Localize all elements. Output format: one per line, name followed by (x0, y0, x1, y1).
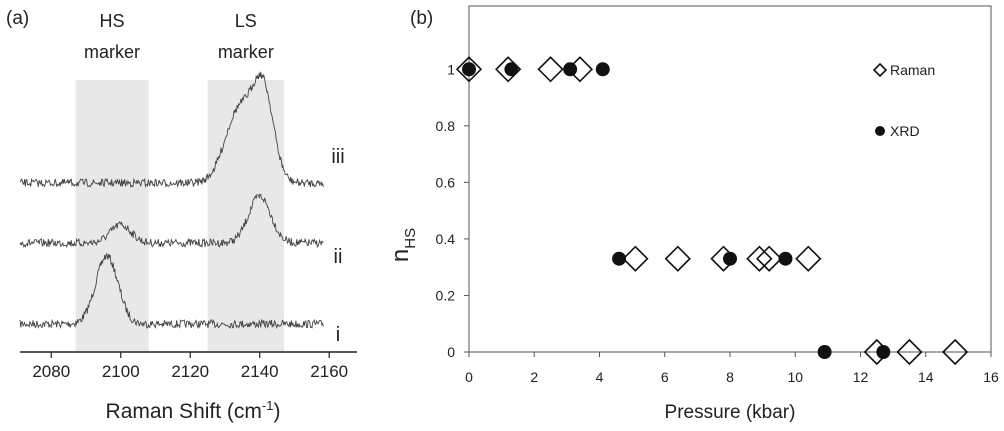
legend-xrd-label: XRD (890, 123, 920, 139)
x-tick-label: 2120 (171, 362, 209, 381)
x-tick-label: 2100 (102, 362, 140, 381)
x-axis-title: Pressure (kbar) (665, 402, 796, 423)
y-tick-label: 0.4 (436, 231, 456, 247)
x-tick-label: 0 (465, 369, 473, 385)
x-tick-label: 10 (787, 369, 803, 385)
x-tick-label: 2080 (32, 362, 70, 381)
raman-point (896, 338, 923, 366)
x-tick-label: 2160 (310, 362, 348, 381)
raman-point (622, 245, 649, 272)
xrd-point (778, 251, 793, 266)
xrd-point (462, 62, 476, 77)
marker-region-1: LS marker (207, 11, 285, 352)
legend: Raman XRD (872, 62, 935, 139)
x-tick-label: 16 (983, 369, 999, 385)
x-tick-label: 12 (853, 369, 869, 385)
axis-ticks: 0 2 4 6 8 10 12 14 16 0 0.2 0.4 0.6 0.8 1 (436, 61, 999, 385)
marker-label-line2: marker (84, 42, 140, 62)
xrd-point (876, 345, 891, 359)
raman-point (795, 245, 822, 272)
raman-point (756, 245, 783, 272)
x-tick-label: 14 (918, 369, 934, 385)
x-axis-title: Raman Shift (cm-1) (106, 398, 281, 423)
spectrum-label-iii: iii (331, 146, 344, 168)
x-tick-label: 6 (661, 369, 669, 385)
xrd-point (723, 251, 737, 266)
xrd-point (612, 251, 627, 266)
y-tick-label: 0 (447, 344, 455, 360)
y-tick-label: 0.8 (436, 118, 456, 134)
raman-point (455, 56, 483, 83)
xrd-point (563, 62, 578, 77)
xrd-point (504, 62, 519, 77)
legend-entry-xrd: XRD (875, 123, 920, 139)
marker-label-line1: HS (100, 11, 125, 31)
y-axis-title: nHS (387, 228, 419, 262)
spectrum-i (19, 252, 324, 330)
panel-b-scatter: (b) 0 2 4 6 8 10 12 14 16 0 0.2 0.4 0.6 0.8 1 Raman XRD… (387, 5, 999, 423)
raman-point (537, 56, 564, 83)
spectrum-ii (19, 193, 324, 249)
spectrum-label-i: i (336, 324, 340, 346)
x-tick-label: 4 (596, 369, 604, 385)
xrd-point (817, 345, 832, 359)
y-tick-label: 0.6 (436, 174, 456, 190)
legend-entry-raman: Raman (872, 62, 935, 78)
raman-point (941, 338, 969, 366)
x-axis-ticks: 2080 2100 2120 2140 2160 (32, 352, 348, 381)
panel-b-label: (b) (410, 8, 433, 29)
marker-label-line1: LS (235, 11, 257, 31)
panel-a-label: (a) (6, 8, 29, 29)
spectrum-label-ii: ii (334, 246, 343, 268)
spectrum-iii (19, 71, 324, 189)
xrd-point (595, 62, 610, 77)
raman-point (664, 245, 691, 272)
legend-raman-marker (872, 62, 888, 78)
x-tick-label: 8 (726, 369, 734, 385)
y-tick-label: 1 (447, 61, 455, 77)
legend-xrd-marker (875, 126, 885, 136)
data-points (455, 56, 969, 366)
raman-point (746, 245, 773, 272)
x-tick-label: 2140 (241, 362, 279, 381)
plot-frame (468, 5, 992, 353)
legend-raman-label: Raman (890, 62, 935, 78)
y-tick-label: 0.2 (436, 287, 456, 303)
x-tick-label: 2 (530, 369, 538, 385)
marker-label-line2: marker (218, 42, 274, 62)
